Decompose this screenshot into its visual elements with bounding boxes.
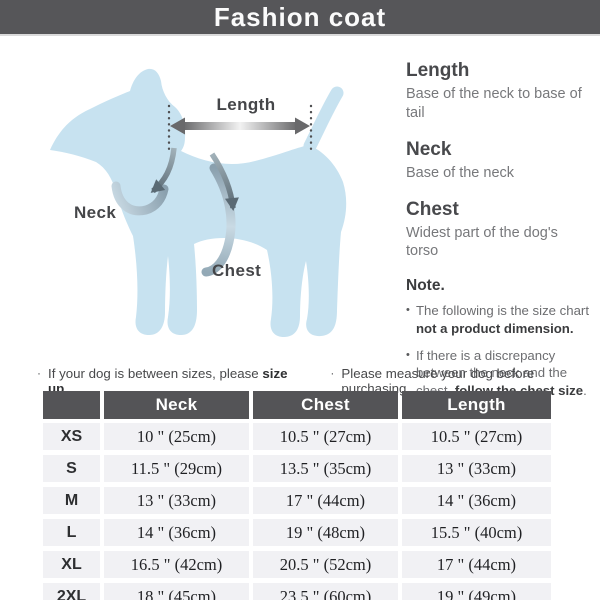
definition-chest: Chest Widest part of the dog's torso	[406, 199, 590, 262]
neck-cell: 13 " (33cm)	[104, 487, 249, 514]
chest-cell: 19 " (48cm)	[253, 519, 398, 546]
size-cell: M	[43, 487, 100, 514]
definition-term: Length	[406, 60, 470, 81]
length-cell: 15.5 " (40cm)	[402, 519, 551, 546]
note-item: • The following is the size chart not a …	[406, 302, 590, 337]
note-text-tail: .	[583, 382, 587, 398]
tip-text-tail: .	[64, 381, 68, 396]
definition-desc: Widest part of the dog's torso	[406, 224, 558, 260]
neck-cell: 14 " (36cm)	[104, 519, 249, 546]
neck-cell: 11.5 " (29cm)	[104, 455, 249, 482]
length-cell: 13 " (33cm)	[402, 455, 551, 482]
tips-row: · If your dog is between sizes, please s…	[0, 366, 600, 396]
chest-cell: 10.5 " (27cm)	[253, 423, 398, 450]
harness-chest-band	[201, 163, 236, 277]
note-title: Note.	[406, 277, 445, 295]
note-bullet-icon: •	[406, 349, 410, 362]
size-table: Neck Chest Length XS 10 " (25cm) 10.5 " …	[43, 391, 551, 600]
definition-neck: Neck Base of the neck	[406, 139, 590, 183]
chest-cell: 13.5 " (35cm)	[253, 455, 398, 482]
definitions-panel: Length Base of the neck to base of tail …	[406, 60, 590, 409]
chest-label: Chest	[212, 261, 262, 280]
column-header-length: Length	[402, 391, 551, 419]
column-header-chest: Chest	[253, 391, 398, 419]
chest-cell: 20.5 " (52cm)	[253, 551, 398, 578]
chest-pointer-arrow-icon	[209, 152, 239, 211]
neck-label: Neck	[74, 203, 117, 222]
dog-diagram-svg	[50, 68, 347, 338]
dog-silhouette	[50, 68, 347, 338]
column-header-size	[43, 391, 100, 419]
chest-cell: 17 " (44cm)	[253, 487, 398, 514]
length-cell: 14 " (36cm)	[402, 487, 551, 514]
neck-pointer-arrow-icon	[150, 147, 177, 194]
page-title: Fashion coat	[213, 1, 387, 32]
title-bar: Fashion coat	[0, 0, 600, 36]
note-text: The following is the size chart not a pr…	[416, 302, 590, 337]
size-cell: XL	[43, 551, 100, 578]
length-cell: 17 " (44cm)	[402, 551, 551, 578]
length-cell: 19 " (49cm)	[402, 583, 551, 600]
definition-desc: Base of the neck	[406, 164, 515, 181]
definition-desc: Base of the neck to base of tail	[406, 86, 582, 121]
definition-length: Length Base of the neck to base of tail	[406, 60, 590, 123]
note-text-bold: not a product dimension.	[416, 320, 574, 336]
note-text-plain: The following is the size chart	[416, 303, 589, 319]
neck-cell: 18 " (45cm)	[104, 583, 249, 600]
size-cell: L	[43, 519, 100, 546]
size-cell: S	[43, 455, 100, 482]
definition-term: Neck	[406, 138, 452, 160]
note-bullet-icon: •	[406, 304, 410, 317]
length-label: Length	[216, 95, 276, 114]
dog-illustration: Length Neck Chest	[28, 58, 392, 362]
length-measure-arrow-icon	[167, 104, 313, 154]
harness-neck-band	[111, 181, 169, 216]
tip-bullet-icon: ·	[37, 366, 41, 380]
length-cell: 10.5 " (27cm)	[402, 423, 551, 450]
column-header-neck: Neck	[104, 391, 249, 419]
neck-cell: 16.5 " (42cm)	[104, 551, 249, 578]
size-cell: 2XL	[43, 583, 100, 600]
neck-cell: 10 " (25cm)	[104, 423, 249, 450]
definition-term: Chest	[406, 198, 459, 220]
size-cell: XS	[43, 423, 100, 450]
tip-text-plain: If your dog is between sizes, please	[48, 366, 263, 381]
chest-cell: 23.5 " (60cm)	[253, 583, 398, 600]
tip-bullet-icon: ·	[330, 366, 335, 380]
